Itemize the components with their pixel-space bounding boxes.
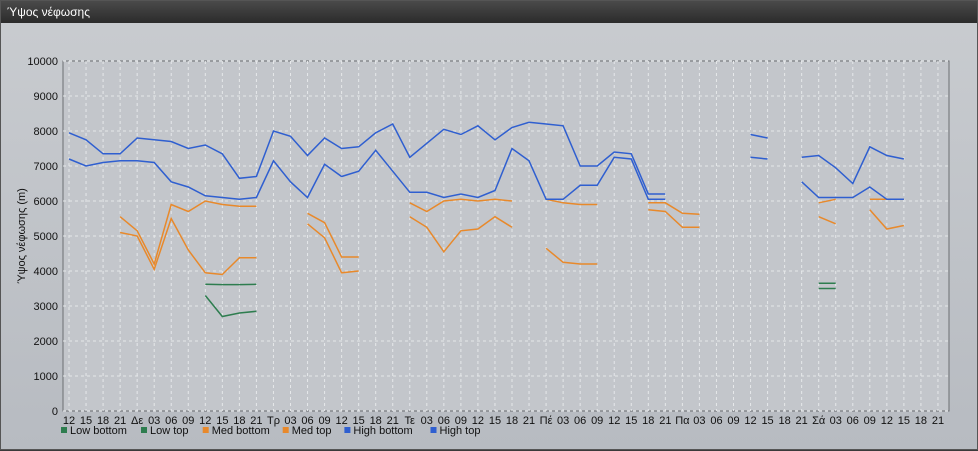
- x-tick-label: 09: [727, 415, 739, 427]
- x-tick-label: 15: [898, 415, 910, 427]
- x-tick-label: 12: [608, 415, 620, 427]
- legend-swatch: [141, 427, 147, 433]
- y-tick-label: 7000: [34, 161, 58, 173]
- x-tick-label: 03: [557, 415, 569, 427]
- y-tick-label: 6000: [34, 196, 58, 208]
- x-tick-label: 21: [796, 415, 808, 427]
- legend-label: Low top: [150, 425, 189, 437]
- y-tick-label: 10000: [27, 56, 58, 68]
- legend-label: Med bottom: [212, 425, 270, 437]
- x-tick-label: 15: [625, 415, 637, 427]
- legend-swatch: [283, 427, 289, 433]
- y-axis-label: Ύψος νέφωσης (m): [16, 188, 28, 284]
- x-tick-label: 09: [591, 415, 603, 427]
- y-tick-label: 5000: [34, 231, 58, 243]
- cloud-height-chart: 0 1000 2000 3000 4000 5000 6000 7000 8000 9000 100…: [1, 23, 978, 451]
- x-tick-label: 03: [830, 415, 842, 427]
- x-tick-label: 06: [847, 415, 859, 427]
- x-tick-label: 12: [199, 415, 211, 427]
- x-tick-label: Πα: [675, 415, 690, 427]
- x-tick-label: Σά: [812, 415, 826, 427]
- y-tick-label: 1000: [34, 371, 58, 383]
- y-tick-label: 0: [52, 406, 58, 418]
- y-tick-label: 9000: [34, 91, 58, 103]
- legend-swatch: [431, 427, 437, 433]
- window-title: Ύψος νέφωσης: [1, 1, 977, 23]
- x-tick-label: 18: [506, 415, 518, 427]
- legend-swatch: [203, 427, 209, 433]
- x-tick-label: 15: [761, 415, 773, 427]
- legend-label: Med top: [292, 425, 332, 437]
- x-tick-label: 15: [489, 415, 501, 427]
- x-tick-label: 18: [915, 415, 927, 427]
- y-tick-label: 2000: [34, 336, 58, 348]
- y-tick-label: 8000: [34, 126, 58, 138]
- x-tick-label: 18: [778, 415, 790, 427]
- y-tick-label: 4000: [34, 266, 58, 278]
- x-tick-label: 12: [881, 415, 893, 427]
- x-tick-label: 18: [642, 415, 654, 427]
- x-tick-label: 21: [523, 415, 535, 427]
- x-tick-label: 21: [659, 415, 671, 427]
- x-tick-label: 06: [710, 415, 722, 427]
- x-tick-label: 09: [864, 415, 876, 427]
- x-tick-label: Πέ: [540, 415, 553, 427]
- x-tick-label: Δε: [131, 415, 143, 427]
- legend-swatch: [344, 427, 350, 433]
- x-tick-label: 06: [574, 415, 586, 427]
- legend-label: High bottom: [353, 425, 412, 437]
- x-tick-label: 03: [421, 415, 433, 427]
- legend-label: High top: [440, 425, 481, 437]
- y-tick-label: 3000: [34, 301, 58, 313]
- x-tick-label: 12: [744, 415, 756, 427]
- x-tick-label: 12: [335, 415, 347, 427]
- x-tick-label: 21: [932, 415, 944, 427]
- legend-label: Low bottom: [70, 425, 127, 437]
- legend-swatch: [61, 427, 67, 433]
- x-tick-label: 03: [693, 415, 705, 427]
